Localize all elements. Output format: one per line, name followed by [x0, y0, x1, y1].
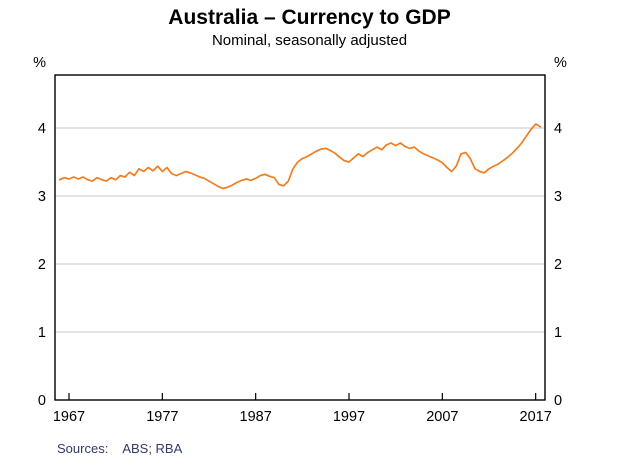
x-tick-label: 2017	[520, 409, 552, 425]
y-tick-label-left: 0	[38, 393, 46, 409]
x-tick-label: 2007	[426, 409, 458, 425]
y-tick-label-right: 2	[554, 257, 562, 273]
chart-footer: Sources: ABS; RBA	[57, 441, 182, 456]
x-tick-label: 1997	[333, 409, 365, 425]
y-tick-label-right: 0	[554, 393, 562, 409]
sources-label: Sources:	[57, 441, 109, 456]
plot-frame	[54, 74, 546, 401]
chart-title: Australia – Currency to GDP	[168, 6, 451, 29]
x-tick-label: 1987	[240, 409, 272, 425]
y-tick-label-left: 2	[38, 257, 46, 273]
chart-subtitle: Nominal, seasonally adjusted	[211, 32, 408, 49]
y-axis-unit-left: %	[33, 55, 46, 71]
y-tick-label-left: 3	[38, 189, 46, 205]
x-tick-label: 1967	[53, 409, 85, 425]
x-tick-label: 1977	[146, 409, 178, 425]
data-line	[58, 123, 542, 190]
y-axis-unit-right: %	[554, 55, 567, 71]
y-tick-label-right: 4	[554, 121, 562, 137]
y-tick-label-right: 3	[554, 189, 562, 205]
y-tick-label-left: 4	[38, 121, 46, 137]
sources-text: ABS; RBA	[122, 441, 183, 456]
y-tick-label-left: 1	[38, 325, 46, 341]
y-tick-label-right: 1	[554, 325, 562, 341]
